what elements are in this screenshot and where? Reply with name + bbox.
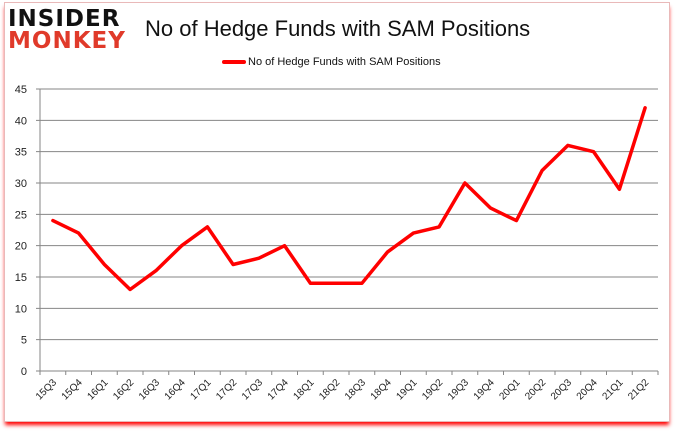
x-tick-label: 21Q2 [626,377,651,402]
legend-label: No of Hedge Funds with SAM Positions [248,56,441,68]
x-tick-label: 17Q1 [188,377,213,402]
y-tick-label: 10 [15,303,27,315]
insider-monkey-logo: INSIDER MONKEY [8,6,126,54]
x-tick-label: 18Q2 [317,377,342,402]
x-tick-label: 16Q2 [111,377,136,402]
x-tick-label: 17Q4 [266,377,291,402]
x-tick-label: 15Q4 [60,377,85,402]
x-tick-label: 16Q1 [85,377,110,402]
x-tick-label: 21Q1 [600,377,625,402]
logo-top-text: INSIDER [8,6,121,32]
x-tick-label: 18Q1 [291,377,316,402]
x-tick-label: 20Q1 [497,377,522,402]
y-tick-label: 0 [21,366,27,378]
x-tick-label: 19Q1 [394,377,419,402]
x-tick-label: 19Q2 [420,377,445,402]
data-line [51,106,647,292]
y-tick-label: 35 [15,147,27,159]
x-tick-label: 20Q3 [549,377,574,402]
chart-frame [4,2,670,422]
x-tick-label: 20Q4 [575,377,600,402]
x-tick-label: 19Q3 [446,377,471,402]
y-tick-label: 5 [21,335,27,347]
logo-bottom-text: MONKEY [8,28,126,54]
y-tick-label: 15 [15,272,27,284]
y-tick-label: 45 [15,84,27,96]
x-tick-label: 16Q4 [163,377,188,402]
x-tick-label: 20Q2 [523,377,548,402]
chart-legend: No of Hedge Funds with SAM Positions [222,56,441,68]
x-tick-label: 17Q2 [214,377,239,402]
y-tick-label: 25 [15,209,27,221]
y-tick-label: 40 [15,115,27,127]
x-tick-label: 18Q3 [343,377,368,402]
chart-title: No of Hedge Funds with SAM Positions [145,16,531,41]
x-tick-label: 18Q4 [369,377,394,402]
x-tick-label: 19Q4 [472,377,497,402]
y-tick-label: 20 [15,241,27,253]
x-tick-label: 17Q3 [240,377,265,402]
x-tick-label: 15Q3 [34,377,59,402]
y-tick-label: 30 [15,178,27,190]
legend-swatch [222,60,246,64]
x-tick-label: 16Q3 [137,377,162,402]
